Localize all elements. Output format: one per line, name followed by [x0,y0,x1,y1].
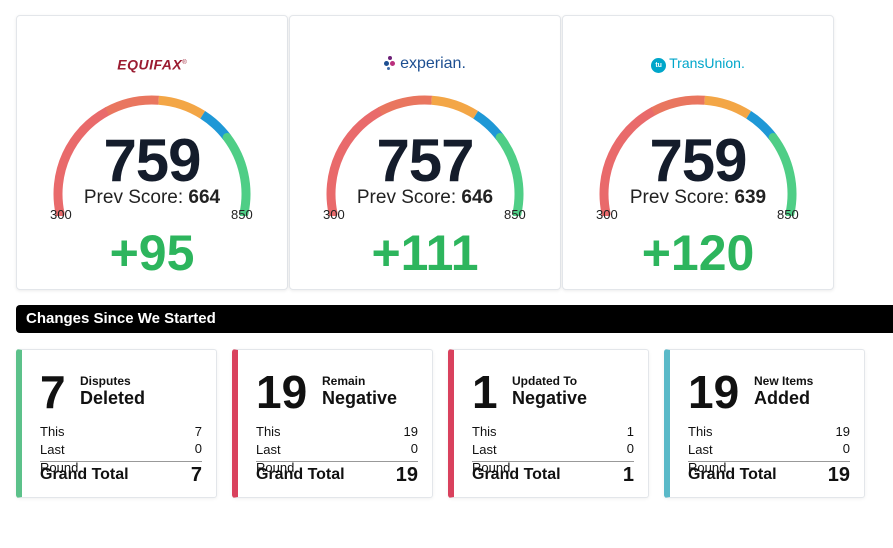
gauge-segment [326,106,385,216]
change-label-small: Updated To [512,374,578,388]
change-label-small: New Items [754,374,814,388]
gauge-segment [431,95,479,119]
change-label-small: Disputes [80,374,131,388]
credit-score-gauge [599,95,797,216]
score-change: +111 [371,225,479,281]
divider [256,461,418,462]
change-label-big: Negative [512,388,588,408]
this-round-row: This 19 [256,424,418,439]
gauge-segment [53,106,112,216]
previous-score: Prev Score: 639 [629,187,767,208]
current-score: 757 [376,127,474,194]
divider [40,461,202,462]
last-round-row: Last Round 0 [688,441,850,475]
this-round-row: This 19 [688,424,850,439]
change-card-updated-negative: 1 Updated To Negative This 1 Last Round 0 … [448,349,649,498]
gauge-min-label: 300 [323,207,345,222]
change-card-remain-negative: 19 Remain Negative This 19 Last Round 0 Gr… [232,349,433,498]
transunion-score-card: tu TransUnion. 759 Prev Score: 639 300 85… [562,15,834,290]
last-round-row: Last Round 0 [256,441,418,475]
divider [688,461,850,462]
gauge-segment [222,132,251,216]
this-round-row: This 1 [472,424,634,439]
grand-total-row: Grand Total 7 [40,464,202,486]
gauge-segment [104,95,160,116]
last-round-row: Last Round 0 [472,441,634,475]
change-count: 1 [472,366,498,418]
equifax-logo-text: EQUIFAX [117,56,183,73]
transunion-logo: tu TransUnion. [563,52,833,74]
divider [472,461,634,462]
current-score: 759 [103,127,201,194]
gauge-min-label: 300 [596,207,618,222]
change-count: 19 [688,366,740,418]
this-round-row: This 7 [40,424,202,439]
equifax-score-card: EQUIFAX® 759 Prev Score: 664 300 850 +95 [16,15,288,290]
gauge-segment [768,132,797,216]
change-label-small: Remain [322,374,366,388]
grand-total-row: Grand Total 19 [256,464,418,486]
score-change: +120 [641,225,755,281]
change-count: 19 [256,366,308,418]
grand-total-row: Grand Total 19 [688,464,850,486]
last-round-row: Last Round 0 [40,441,202,475]
gauge-segment [495,132,524,216]
change-label-big: Negative [322,388,398,408]
grand-total-row: Grand Total 1 [472,464,634,486]
experian-logo: experian. [290,52,560,74]
gauge-max-label: 850 [231,207,253,222]
change-card-new-added: 19 New Items Added This 19 Last Round 0 Gr… [664,349,865,498]
gauge-max-label: 850 [777,207,799,222]
section-header: Changes Since We Started [16,305,893,333]
gauge-segment [650,95,706,116]
credit-score-gauge [53,95,251,216]
current-score: 759 [649,127,747,194]
gauge-min-label: 300 [50,207,72,222]
equifax-logo: EQUIFAX® [117,56,187,73]
change-card-deleted: 7 Disputes Deleted This 7 Last Round 0 Gra… [16,349,217,498]
experian-dots-icon [384,56,398,70]
gauge-max-label: 850 [504,207,526,222]
experian-logo-text: experian [400,55,462,72]
change-label-big: Deleted [80,388,146,408]
previous-score: Prev Score: 664 [83,187,221,208]
gauge-segment [377,95,433,116]
credit-score-gauge [326,95,524,216]
change-count: 7 [40,366,66,418]
previous-score: Prev Score: 646 [356,187,494,208]
gauge-segment [158,95,206,119]
gauge-segment [599,106,658,216]
transunion-badge-icon: tu [651,58,667,73]
gauge-segment [704,95,752,119]
change-label-big: Added [754,388,810,408]
score-change: +95 [109,225,195,281]
transunion-logo-text: TransUnion [669,55,741,71]
experian-score-card: experian. 757 Prev Score: 646 300 850 +1… [289,15,561,290]
